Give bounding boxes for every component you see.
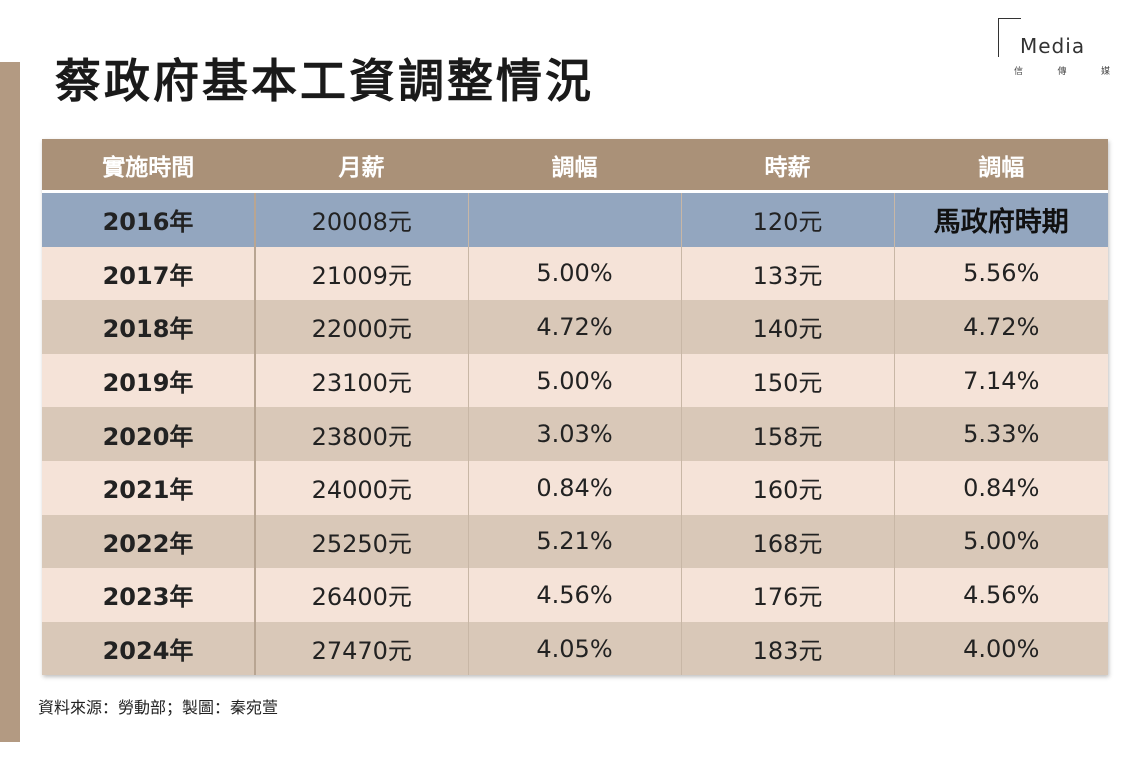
table-row: 2021年 24000元 0.84% 160元 0.84%	[42, 460, 1108, 515]
cell-monthly-change: 5.21%	[468, 514, 682, 569]
table-row: 2023年 26400元 4.56% 176元 4.56%	[42, 568, 1108, 622]
cell-monthly: 22000元	[255, 300, 469, 354]
cell-hourly: 158元	[681, 407, 895, 461]
logo-sub-char: 傳	[1057, 67, 1067, 77]
cell-year: 2024年	[42, 621, 256, 676]
cell-hourly: 176元	[681, 568, 895, 622]
table-row: 2016年 20008元 120元 馬政府時期	[42, 191, 1108, 247]
cell-hourly: 183元	[681, 621, 895, 676]
table-row: 2022年 25250元 5.21% 168元 5.00%	[42, 514, 1108, 569]
cell-monthly: 23100元	[255, 353, 469, 408]
table-row: 2018年 22000元 4.72% 140元 4.72%	[42, 300, 1108, 354]
logo-sub-char: 信	[1014, 67, 1024, 77]
cell-monthly: 20008元	[255, 191, 469, 247]
cell-year: 2020年	[42, 407, 256, 461]
cell-year: 2022年	[42, 514, 256, 569]
cell-hourly-change: 5.33%	[894, 407, 1108, 461]
table-body: 2016年 20008元 120元 馬政府時期 2017年 21009元 5.0…	[42, 191, 1108, 676]
logo-subtitle: 信 傳 媒	[1014, 64, 1110, 77]
cell-monthly-change: 0.84%	[468, 460, 682, 515]
cell-monthly-change	[468, 191, 682, 247]
page-title: 蔡政府基本工資調整情況	[55, 54, 594, 108]
left-accent-bar	[0, 62, 20, 742]
media-logo: Media 信 傳 媒	[994, 14, 1120, 84]
cell-year: 2016年	[42, 191, 256, 247]
cell-hourly-change: 4.00%	[894, 621, 1108, 676]
cell-monthly: 21009元	[255, 246, 469, 301]
cell-monthly-change: 4.05%	[468, 621, 682, 676]
header-hourly: 時薪	[681, 139, 895, 193]
table-row: 2017年 21009元 5.00% 133元 5.56%	[42, 246, 1108, 301]
cell-monthly: 27470元	[255, 621, 469, 676]
header-hourly-change: 調幅	[894, 139, 1108, 193]
cell-year: 2021年	[42, 460, 256, 515]
header-monthly: 月薪	[255, 139, 469, 193]
logo-sub-char: 媒	[1100, 67, 1110, 77]
wage-table-container: 實施時間 月薪 調幅 時薪 調幅 2016年 20008元 120元 馬政府時期…	[42, 139, 1108, 676]
logo-frame-icon	[998, 18, 1021, 57]
cell-monthly: 23800元	[255, 407, 469, 461]
source-note: 資料來源：勞動部；製圖：秦宛萱	[38, 698, 279, 717]
cell-hourly: 160元	[681, 460, 895, 515]
cell-monthly-change: 3.03%	[468, 407, 682, 461]
cell-hourly-change: 5.00%	[894, 514, 1108, 569]
table-row: 2020年 23800元 3.03% 158元 5.33%	[42, 407, 1108, 461]
header-date: 實施時間	[42, 139, 256, 193]
logo-brand: Media	[1020, 34, 1086, 58]
cell-hourly-change: 0.84%	[894, 460, 1108, 515]
cell-hourly-change: 4.56%	[894, 568, 1108, 622]
cell-hourly: 120元	[681, 191, 895, 247]
cell-hourly: 140元	[681, 300, 895, 354]
wage-table: 實施時間 月薪 調幅 時薪 調幅 2016年 20008元 120元 馬政府時期…	[42, 139, 1108, 676]
cell-monthly-change: 5.00%	[468, 246, 682, 301]
cell-monthly-change: 5.00%	[468, 353, 682, 408]
cell-year: 2018年	[42, 300, 256, 354]
cell-year: 2017年	[42, 246, 256, 301]
cell-hourly: 133元	[681, 246, 895, 301]
cell-hourly-change: 馬政府時期	[894, 191, 1108, 247]
cell-hourly-change: 7.14%	[894, 353, 1108, 408]
cell-monthly-change: 4.72%	[468, 300, 682, 354]
table-row: 2024年 27470元 4.05% 183元 4.00%	[42, 621, 1108, 676]
cell-monthly: 25250元	[255, 514, 469, 569]
cell-hourly-change: 5.56%	[894, 246, 1108, 301]
cell-hourly: 168元	[681, 514, 895, 569]
cell-monthly-change: 4.56%	[468, 568, 682, 622]
cell-monthly: 24000元	[255, 460, 469, 515]
table-header-row: 實施時間 月薪 調幅 時薪 調幅	[42, 139, 1108, 193]
cell-monthly: 26400元	[255, 568, 469, 622]
cell-hourly-change: 4.72%	[894, 300, 1108, 354]
cell-year: 2023年	[42, 568, 256, 622]
cell-hourly: 150元	[681, 353, 895, 408]
cell-year: 2019年	[42, 353, 256, 408]
table-row: 2019年 23100元 5.00% 150元 7.14%	[42, 353, 1108, 408]
header-monthly-change: 調幅	[468, 139, 682, 193]
